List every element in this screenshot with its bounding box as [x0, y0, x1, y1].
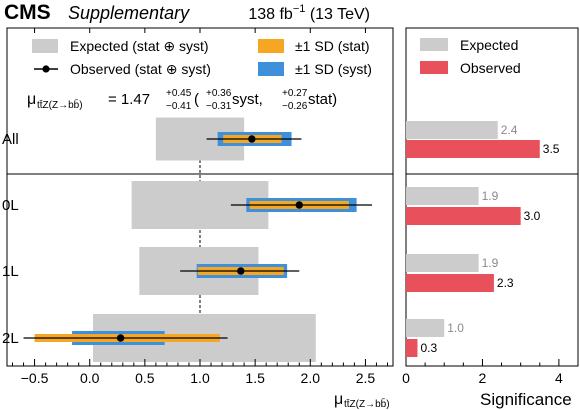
- observed-significance-bar: [406, 339, 418, 357]
- right-legend: Expected Observed: [420, 37, 521, 76]
- observed-significance-label: 2.3: [497, 276, 514, 290]
- result-stat-word: stat): [308, 91, 337, 108]
- right-legend-observed-swatch: [420, 61, 448, 74]
- expected-significance-label: 1.9: [482, 189, 499, 203]
- legend-syst-swatch: [258, 62, 284, 76]
- category-label: 2L: [2, 330, 19, 347]
- expected-significance-label: 1.9: [482, 256, 499, 270]
- left-xtick-label: 2.5: [356, 370, 376, 386]
- expected-significance-label: 2.4: [501, 123, 518, 137]
- observed-significance-bar: [406, 274, 494, 292]
- category-label: 0L: [2, 197, 19, 214]
- left-xtick-label: 1.5: [245, 370, 265, 386]
- legend-expected-swatch: [32, 39, 58, 53]
- right-xtick-label: 0: [402, 370, 410, 386]
- expected-significance-bar: [406, 121, 498, 139]
- legend-syst-label: ±1 SD (syst): [295, 61, 372, 77]
- result-syst-word: syst,: [232, 91, 263, 108]
- cms-label: CMS: [4, 1, 51, 24]
- result-central-value: = 1.47: [108, 91, 150, 108]
- right-xlabel: Significance: [480, 390, 572, 409]
- expected-significance-bar: [406, 319, 445, 337]
- left-xtick-label: 0.5: [135, 370, 155, 386]
- lumi-value: 138 fb: [248, 6, 293, 23]
- legend-stat-label: ±1 SD (stat): [295, 38, 370, 54]
- category-label: 1L: [2, 263, 19, 280]
- left-xlabel-subscript: tt̄Z(Z→bb̄): [344, 397, 390, 410]
- left-chart-marks: All 0L 1L 2L −0.5 0.0 0.5 1.0 1.5 2.0 2.5: [2, 28, 388, 386]
- result-mu-subscript: tt̄Z(Z→bb̄): [37, 98, 83, 111]
- category-label: All: [2, 131, 19, 148]
- observed-significance-bar: [406, 140, 540, 158]
- observed-marker: [116, 334, 125, 342]
- observed-significance-label: 3.0: [524, 209, 541, 223]
- result-total-up: +0.45: [166, 88, 192, 99]
- result-mu-symbol: μ: [27, 91, 36, 108]
- observed-significance-label: 0.3: [420, 341, 437, 355]
- right-chart-marks: 2.4 3.5 1.9 3.0 1.9 2.3 1.0 0.3 0 2 4: [402, 121, 563, 386]
- result-syst-down: −0.31: [206, 101, 232, 112]
- supplementary-label: Supplementary: [68, 3, 190, 23]
- result-syst-up: +0.36: [206, 88, 232, 99]
- left-xtick-label: 2.0: [301, 370, 321, 386]
- right-legend-observed-label: Observed: [460, 60, 521, 76]
- left-legend: Expected (stat ⊕ syst) Observed (stat ⊕ …: [32, 38, 372, 77]
- left-xlabel-mu: μ: [334, 391, 343, 408]
- observed-significance-bar: [406, 207, 521, 225]
- result-stat-up: +0.27: [282, 88, 308, 99]
- observed-significance-label: 3.5: [543, 142, 560, 156]
- expected-significance-bar: [406, 254, 479, 272]
- right-legend-expected-swatch: [420, 38, 448, 51]
- right-xtick-label: 2: [479, 370, 487, 386]
- legend-stat-swatch: [258, 39, 284, 53]
- right-legend-expected-label: Expected: [460, 37, 518, 53]
- right-xtick-label: 4: [555, 370, 563, 386]
- result-total-down: −0.41: [166, 101, 192, 112]
- result-stat-down: −0.26: [282, 101, 308, 112]
- observed-marker: [295, 201, 303, 209]
- lumi-exponent: −1: [293, 3, 306, 15]
- luminosity-label: 138 fb−1 (13 TeV): [248, 3, 370, 23]
- left-xtick-label: 0.0: [80, 370, 100, 386]
- left-xtick-label: 1.0: [190, 370, 210, 386]
- energy-value: (13 TeV): [305, 6, 370, 23]
- result-open-paren: (: [194, 91, 199, 108]
- result-formula: μ tt̄Z(Z→bb̄) = 1.47 +0.45 −0.41 ( +0.36…: [27, 88, 337, 112]
- legend-expected-label: Expected (stat ⊕ syst): [70, 38, 209, 54]
- left-xtick-label: −0.5: [21, 370, 49, 386]
- expected-significance-bar: [406, 187, 479, 205]
- expected-significance-label: 1.0: [447, 321, 464, 335]
- legend-observed-label: Observed (stat ⊕ syst): [70, 61, 211, 77]
- observed-marker: [237, 267, 245, 275]
- observed-marker: [248, 135, 256, 143]
- legend-observed-marker: [42, 65, 50, 73]
